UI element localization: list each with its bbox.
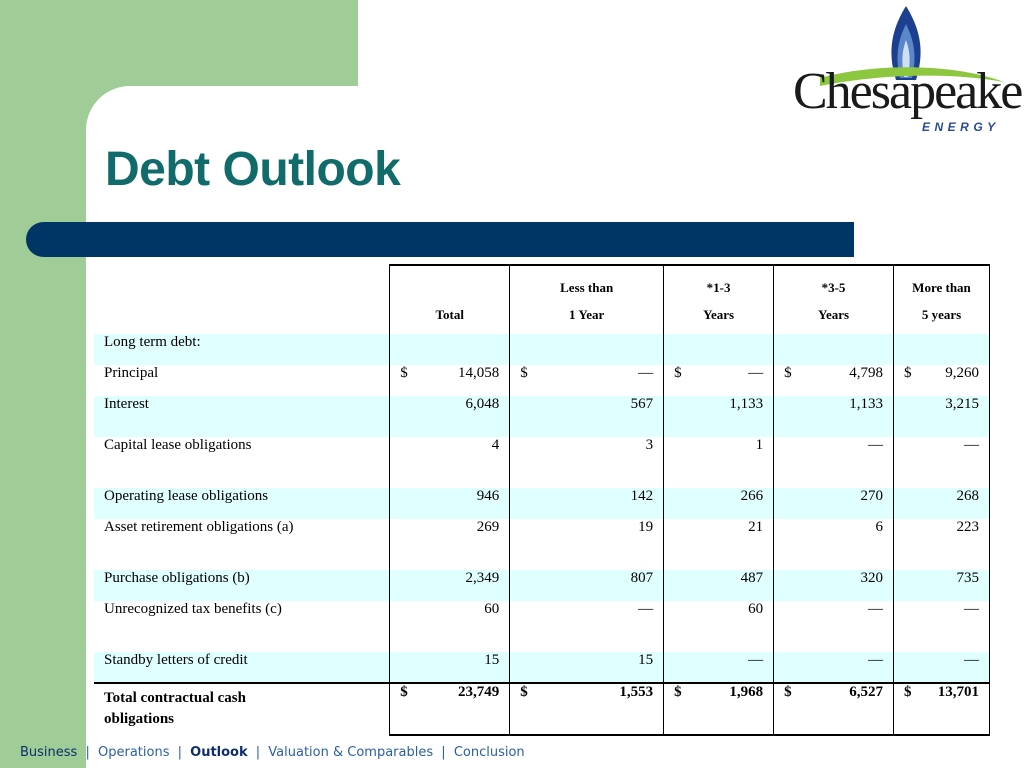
- header-less-than-1-year: Less than 1 Year: [509, 264, 665, 334]
- total-value-cell: $1,553: [509, 682, 665, 736]
- table-row: Principal $14,058 $ — $ — $4,798 $9,260: [94, 365, 991, 396]
- value-cell: 320: [773, 570, 894, 601]
- header-more-than-5-years: More than 5 years: [892, 264, 991, 334]
- value-cell: 6,048: [389, 396, 511, 437]
- value-cell: 142: [509, 488, 665, 519]
- row-label: Unrecognized tax benefits (c): [104, 601, 282, 617]
- value-cell: $ —: [663, 365, 775, 396]
- value-cell: 60: [663, 601, 775, 652]
- value-cell: $4,798: [773, 365, 894, 396]
- page-title: Debt Outlook: [105, 143, 401, 196]
- row-label: Standby letters of credit: [94, 652, 390, 683]
- header-3-5-years: *3-5 Years: [773, 264, 894, 334]
- value-cell: 4: [389, 437, 511, 488]
- value-cell: 223: [892, 519, 991, 570]
- footer-link-valuation[interactable]: Valuation & Comparables: [268, 745, 434, 760]
- footer-link-operations[interactable]: Operations: [98, 745, 170, 760]
- table-row: Standby letters of credit 15 15 — — —: [94, 652, 991, 683]
- value-cell: 6: [773, 519, 894, 570]
- header-total: Total: [389, 264, 511, 334]
- table-row: Purchase obligations (b) 2,349 807 487 3…: [94, 570, 991, 601]
- value-cell: 487: [663, 570, 775, 601]
- footer-separator: |: [177, 745, 182, 760]
- value-cell: 60: [389, 601, 511, 652]
- row-label: Interest: [94, 396, 390, 437]
- row-label: Purchase obligations (b): [94, 570, 390, 601]
- chesapeake-logo: Chesapeake ENERGY: [790, 2, 1024, 140]
- table-row: Long term debt:: [94, 334, 991, 365]
- value-cell: 268: [892, 488, 991, 519]
- logo-subtitle: ENERGY: [922, 120, 1000, 134]
- value-cell: —: [773, 652, 894, 683]
- header-label-cell: [94, 265, 390, 334]
- row-label: Principal: [104, 365, 159, 381]
- row-label: Capital lease obligations: [104, 437, 252, 453]
- footer-separator: |: [255, 745, 261, 760]
- value-cell: 807: [509, 570, 665, 601]
- flame-icon: [820, 6, 1004, 86]
- debt-table: Total Less than 1 Year *1-3 Years *3-5 Year…: [94, 264, 991, 736]
- total-row: Total contractual cash obligations $23,74…: [94, 682, 991, 736]
- value-cell: 1,133: [773, 396, 894, 437]
- value-cell: —: [892, 601, 991, 652]
- value-cell: 21: [663, 519, 775, 570]
- value-cell: —: [509, 601, 665, 652]
- total-value-cell: $13,701: [892, 682, 991, 736]
- footer-link-outlook[interactable]: Outlook: [190, 745, 248, 760]
- value-cell: 15: [509, 652, 665, 683]
- table-row: Interest 6,048 567 1,133 1,133 3,215: [94, 396, 991, 437]
- row-label: Operating lease obligations: [94, 488, 390, 519]
- value-cell: 946: [389, 488, 511, 519]
- value-cell: 269: [389, 519, 511, 570]
- value-cell: 1,133: [663, 396, 775, 437]
- row-label: Long term debt:: [94, 334, 390, 365]
- value-cell: 3: [509, 437, 665, 488]
- value-cell: $ —: [509, 365, 665, 396]
- header-1-3-years: *1-3 Years: [663, 264, 775, 334]
- footer-separator: |: [441, 745, 446, 760]
- value-cell: —: [663, 652, 775, 683]
- row-label: Asset retirement obligations (a): [104, 519, 294, 535]
- value-cell: 15: [389, 652, 511, 683]
- value-cell: —: [773, 437, 894, 488]
- value-cell: —: [892, 652, 991, 683]
- table-row: Capital lease obligations 4 3 1 — —: [94, 437, 991, 488]
- table-row: Operating lease obligations 946 142 266 …: [94, 488, 991, 519]
- total-label: Total contractual cash obligations: [94, 682, 390, 735]
- value-cell: 19: [509, 519, 665, 570]
- value-cell: 270: [773, 488, 894, 519]
- value-cell: —: [773, 601, 894, 652]
- table-row: Unrecognized tax benefits (c) 60 — 60 — …: [94, 601, 991, 652]
- title-divider-bar: [26, 222, 854, 257]
- footer-nav: Business | Operations | Outlook | Valuat…: [20, 745, 525, 760]
- value-cell: 3,215: [892, 396, 991, 437]
- value-cell: 567: [509, 396, 665, 437]
- value-cell: 266: [663, 488, 775, 519]
- footer-link-business[interactable]: Business: [20, 745, 78, 760]
- footer-link-conclusion[interactable]: Conclusion: [453, 745, 525, 760]
- table-row: Asset retirement obligations (a) 269 19 …: [94, 519, 991, 570]
- total-value-cell: $23,749: [389, 682, 511, 736]
- value-cell: —: [892, 437, 991, 488]
- total-value-cell: $1,968: [663, 682, 775, 736]
- value-cell: 1: [663, 437, 775, 488]
- footer-separator: |: [85, 745, 90, 760]
- value-cell: 735: [892, 570, 991, 601]
- value-cell: 2,349: [389, 570, 511, 601]
- logo-wordmark: Chesapeake: [793, 63, 1023, 120]
- value-cell: $9,260: [892, 365, 991, 396]
- table-header-row: Total Less than 1 Year *1-3 Years *3-5 Year…: [94, 264, 991, 334]
- total-value-cell: $6,527: [773, 682, 894, 736]
- value-cell: $14,058: [389, 365, 511, 396]
